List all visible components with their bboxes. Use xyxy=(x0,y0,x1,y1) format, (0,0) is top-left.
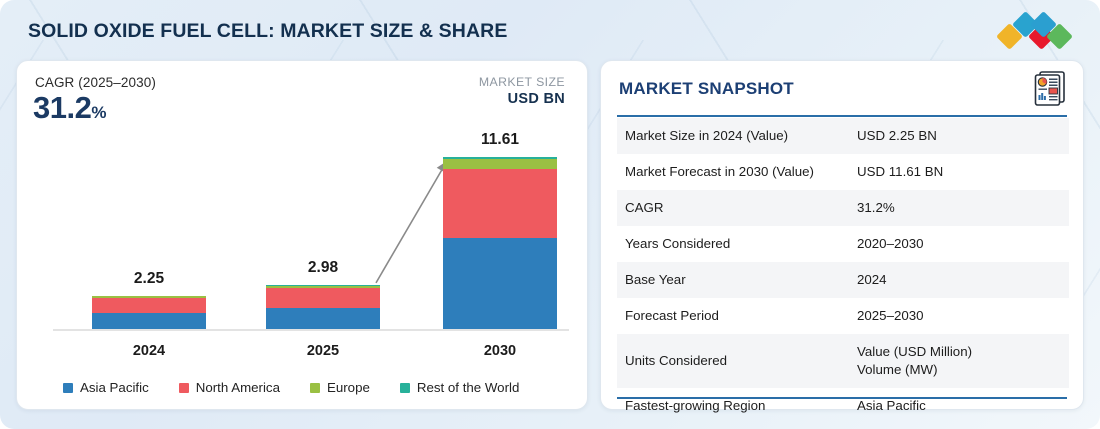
stacked-bar-chart: 2.25 2024 2.98 2025 11.61 2030 xyxy=(33,123,573,385)
bar-segment-europe[interactable] xyxy=(92,296,206,299)
bar-segment-asia-pacific[interactable] xyxy=(266,307,380,329)
table-row: Forecast Period 2025–2030 xyxy=(617,298,1069,334)
market-snapshot-table: Market Size in 2024 (Value) USD 2.25 BN Ma… xyxy=(617,118,1069,423)
table-row: CAGR 31.2% xyxy=(617,189,1069,226)
legend-swatch-icon xyxy=(63,382,73,393)
bar-value-2030: 11.61 xyxy=(481,131,519,148)
snapshot-key: Forecast Period xyxy=(625,307,719,323)
bar-value-2025: 2.98 xyxy=(307,258,339,276)
table-row: Years Considered 2020–2030 xyxy=(617,226,1069,262)
legend-item-asia-pacific[interactable]: Asia Pacific xyxy=(63,380,149,395)
bar-2024[interactable] xyxy=(92,295,206,329)
bar-segment-north-america[interactable] xyxy=(443,169,557,238)
legend-swatch-icon xyxy=(309,382,320,393)
bar-segment-europe[interactable] xyxy=(443,158,557,170)
cagr-value: 31.2% xyxy=(33,90,106,126)
snapshot-bottom-rule xyxy=(617,397,1067,399)
snapshot-value: Value (USD Million) Volume (MW) xyxy=(857,343,973,377)
bar-segment-asia-pacific[interactable] xyxy=(92,313,206,329)
snapshot-key: Base Year xyxy=(625,271,686,287)
market-size-unit: USD BN xyxy=(507,91,565,107)
legend-item-rest-of-the-world[interactable]: Rest of the World xyxy=(399,380,520,395)
snapshot-value: 2020–2030 xyxy=(857,235,924,251)
bar-2025[interactable] xyxy=(266,284,380,329)
legend-label: North America xyxy=(195,380,280,395)
bar-segment-north-america[interactable] xyxy=(266,288,380,308)
x-axis-label-2024: 2024 xyxy=(132,343,166,359)
table-row: Fastest-growing Region Asia Pacific xyxy=(617,388,1069,424)
market-snapshot-title: MARKET SNAPSHOT xyxy=(619,79,794,98)
page-header: SOLID OXIDE FUEL CELL: MARKET SIZE & SHA… xyxy=(0,0,1100,62)
bar-2030[interactable] xyxy=(443,157,557,329)
bar-segment-rest-of-the-world[interactable] xyxy=(443,157,557,159)
bar-value-2024: 2.25 xyxy=(133,269,165,287)
report-document-icon xyxy=(1033,70,1067,106)
legend-label: Rest of the World xyxy=(416,380,520,395)
cagr-label: CAGR (2025–2030) xyxy=(35,75,156,90)
brand-diamond-logo xyxy=(996,11,1074,51)
cagr-number: 31.2 xyxy=(33,90,92,125)
snapshot-key: Fastest-growing Region xyxy=(625,397,766,413)
table-row: Units Considered Value (USD Million) Volum… xyxy=(617,333,1069,388)
x-axis-label-2030: 2030 xyxy=(483,343,517,359)
bar-segment-north-america[interactable] xyxy=(92,298,206,314)
snapshot-value: Asia Pacific xyxy=(857,397,926,413)
chart-x-axis xyxy=(53,329,569,331)
table-row: Market Forecast in 2030 (Value) USD 11.61… xyxy=(617,154,1069,190)
legend-label: Asia Pacific xyxy=(80,380,149,395)
snapshot-value: USD 2.25 BN xyxy=(857,128,937,143)
chart-card: CAGR (2025–2030) 31.2% MARKET SIZE USD B… xyxy=(16,60,588,410)
legend-item-north-america[interactable]: North America xyxy=(178,380,280,395)
market-size-caption: MARKET SIZE xyxy=(478,75,565,89)
page-title: SOLID OXIDE FUEL CELL: MARKET SIZE & SHA… xyxy=(28,19,508,42)
table-row: Market Size in 2024 (Value) USD 2.25 BN xyxy=(617,118,1069,154)
snapshot-top-rule xyxy=(617,115,1067,117)
bar-segment-rest-of-the-world[interactable] xyxy=(266,284,380,286)
snapshot-value: 2024 xyxy=(857,271,887,287)
snapshot-key: Market Size in 2024 (Value) xyxy=(625,128,789,143)
bar-segment-europe[interactable] xyxy=(266,285,380,289)
bar-segment-asia-pacific[interactable] xyxy=(443,237,557,329)
bar-segment-rest-of-the-world[interactable] xyxy=(92,295,206,297)
chart-legend: Asia Pacific North America Europe Rest of t… xyxy=(63,380,583,395)
market-snapshot-card: MARKET SNAPSHOT Market Size in 2024 (Val… xyxy=(600,60,1084,413)
snapshot-key: CAGR xyxy=(625,199,664,215)
snapshot-value: 2025–2030 xyxy=(857,307,924,323)
cagr-percent-sign: % xyxy=(91,103,106,122)
snapshot-key: Years Considered xyxy=(625,235,731,251)
legend-swatch-icon xyxy=(178,382,189,393)
snapshot-value: USD 11.61 BN xyxy=(857,163,944,179)
snapshot-key: Market Forecast in 2030 (Value) xyxy=(625,163,814,179)
x-axis-label-2025: 2025 xyxy=(306,343,340,359)
snapshot-key: Units Considered xyxy=(625,352,727,368)
table-row: Base Year 2024 xyxy=(617,261,1069,298)
snapshot-value: 31.2% xyxy=(857,199,895,215)
legend-swatch-icon xyxy=(399,382,410,393)
legend-item-europe[interactable]: Europe xyxy=(309,380,370,395)
legend-label: Europe xyxy=(326,380,370,395)
